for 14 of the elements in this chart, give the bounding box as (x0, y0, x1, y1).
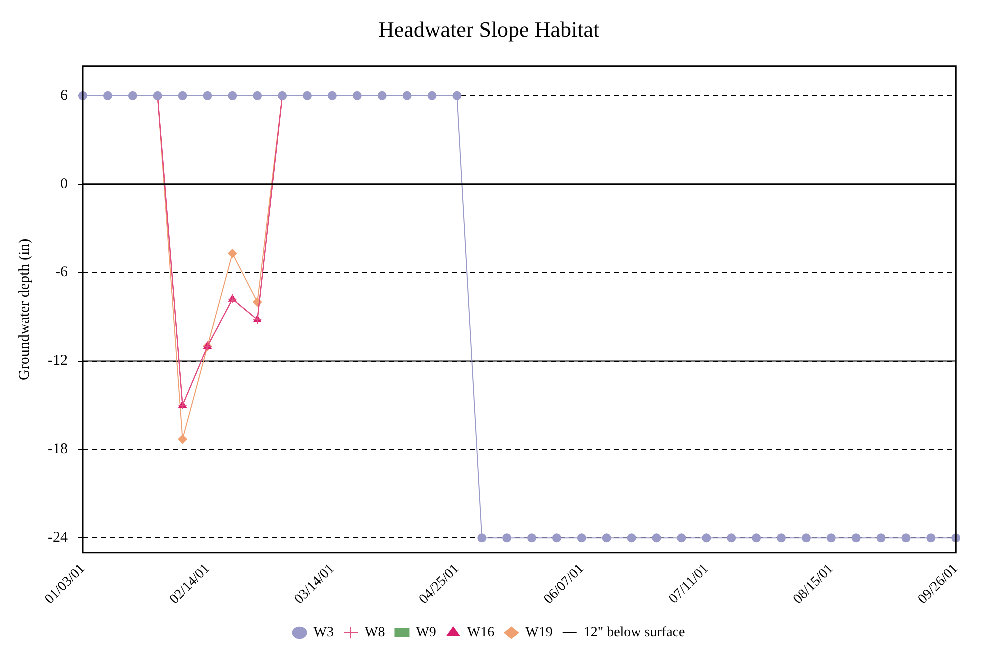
legend-label: W3 (314, 626, 334, 641)
y-tick-label: -18 (48, 442, 68, 458)
y-tick-label: -24 (48, 530, 68, 546)
legend-label: W8 (365, 626, 386, 641)
legend-label: W19 (526, 626, 553, 641)
legend-label: W16 (467, 626, 495, 641)
y-tick-label: 6 (60, 88, 68, 104)
legend-label: 12" below surface (584, 626, 686, 641)
y-tick-label: -6 (55, 264, 68, 281)
chart-title: Headwater Slope Habitat (378, 16, 600, 42)
y-tick-label: -12 (48, 353, 68, 370)
y-axis-title: Groundwater depth (in) (16, 238, 33, 380)
legend-label: W9 (416, 626, 436, 641)
y-tick-label: 0 (60, 176, 68, 192)
